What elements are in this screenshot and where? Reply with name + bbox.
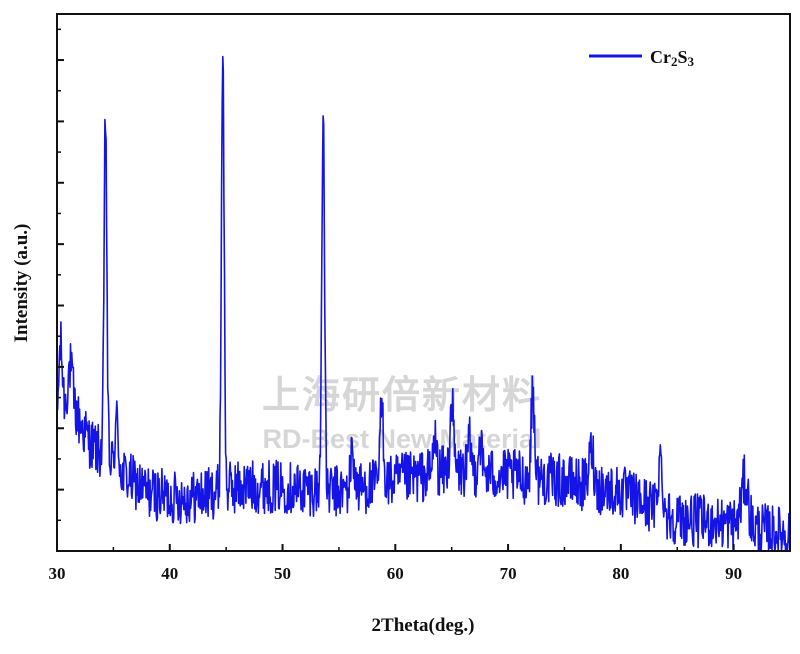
x-tick-label-90: 90 <box>725 564 742 583</box>
y-axis-title: Intensity (a.u.) <box>11 224 32 343</box>
plot-frame <box>56 13 791 552</box>
watermark: 上海研倍新材料 RD-Best New Material <box>262 373 542 454</box>
series-line-cr2s3 <box>56 55 791 552</box>
x-axis: 30 40 50 60 70 80 90 <box>49 544 742 583</box>
x-tick-label-50: 50 <box>274 564 291 583</box>
legend: Cr2S3 <box>589 47 695 69</box>
y-axis <box>57 28 64 552</box>
watermark-chinese: 上海研倍新材料 <box>262 373 542 417</box>
x-axis-title: 2Theta(deg.) <box>372 615 475 636</box>
legend-label-cr2s3: Cr2S3 <box>650 47 695 69</box>
x-tick-label-70: 70 <box>500 564 517 583</box>
x-tick-label-40: 40 <box>161 564 178 583</box>
series-layer <box>56 55 791 552</box>
x-tick-label-30: 30 <box>49 564 66 583</box>
x-tick-label-60: 60 <box>387 564 404 583</box>
x-tick-label-80: 80 <box>612 564 629 583</box>
watermark-english: RD-Best New Material <box>262 424 541 454</box>
